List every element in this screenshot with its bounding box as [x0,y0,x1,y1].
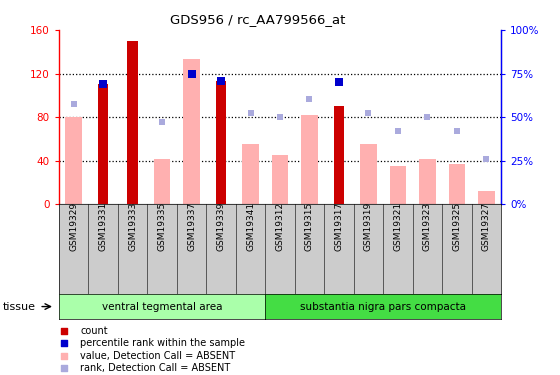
Bar [390,166,406,204]
Text: substantia nigra pars compacta: substantia nigra pars compacta [300,302,466,312]
Point [394,128,403,134]
Bar [478,191,494,204]
Point [60,328,69,334]
Point [423,114,432,120]
Point [452,128,461,134]
Bar [419,159,436,204]
Text: count: count [80,326,108,336]
Point [60,340,69,346]
Bar [449,164,465,204]
Bar [361,144,376,204]
Point [246,110,255,116]
Bar [66,117,82,204]
Point [60,365,69,371]
Bar [127,41,138,204]
Point [305,96,314,102]
Bar [301,115,318,204]
Text: percentile rank within the sample: percentile rank within the sample [80,338,245,348]
Bar [216,81,226,204]
Text: ventral tegmental area: ventral tegmental area [102,302,222,312]
Text: tissue: tissue [3,302,36,312]
Text: GDS956 / rc_AA799566_at: GDS956 / rc_AA799566_at [170,13,346,26]
Text: value, Detection Call = ABSENT: value, Detection Call = ABSENT [80,351,235,360]
Point [60,352,69,358]
Point [334,80,343,86]
Point [99,81,108,87]
Bar [98,84,108,204]
Point [276,114,284,120]
Point [482,156,491,162]
Point [157,118,166,124]
Bar [184,59,199,204]
Text: rank, Detection Call = ABSENT: rank, Detection Call = ABSENT [80,363,230,373]
Bar [272,155,288,204]
Point [364,110,373,116]
Point [217,78,226,84]
Bar [242,144,259,204]
Point [187,70,196,76]
Bar [334,106,344,204]
Bar [154,159,170,204]
Point [69,101,78,107]
